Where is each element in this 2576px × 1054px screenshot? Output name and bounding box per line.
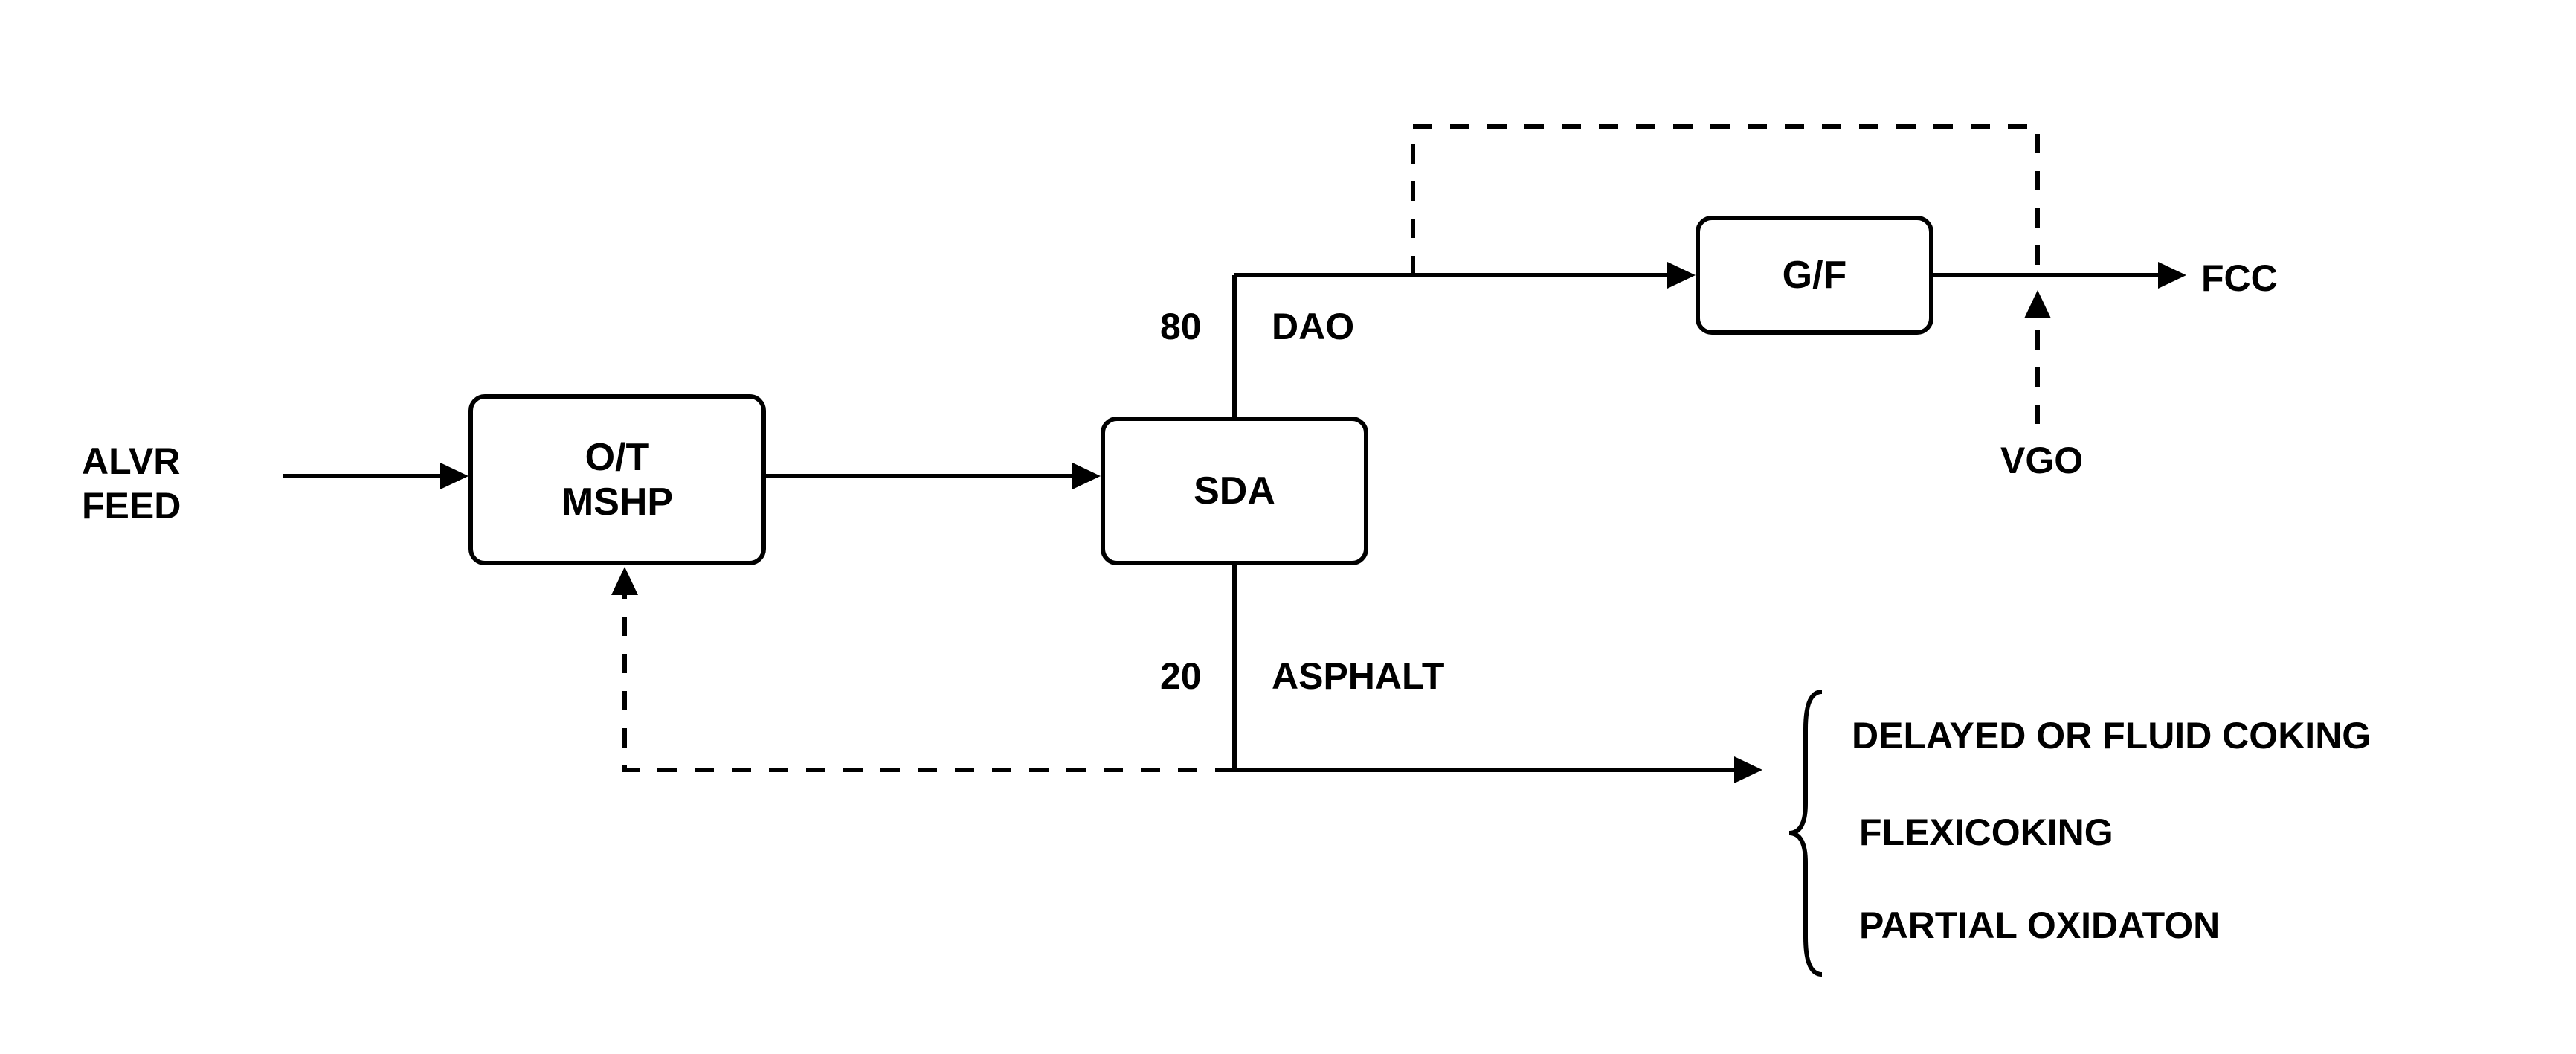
brace-icon (1785, 684, 1837, 982)
output-partial-oxidation: PARTIAL OXIDATON (1859, 904, 2220, 947)
output-flexicoking: FLEXICOKING (1859, 811, 2113, 854)
output-coking: DELAYED OR FLUID COKING (1852, 714, 2371, 757)
recycle-dashed (0, 0, 2576, 1054)
